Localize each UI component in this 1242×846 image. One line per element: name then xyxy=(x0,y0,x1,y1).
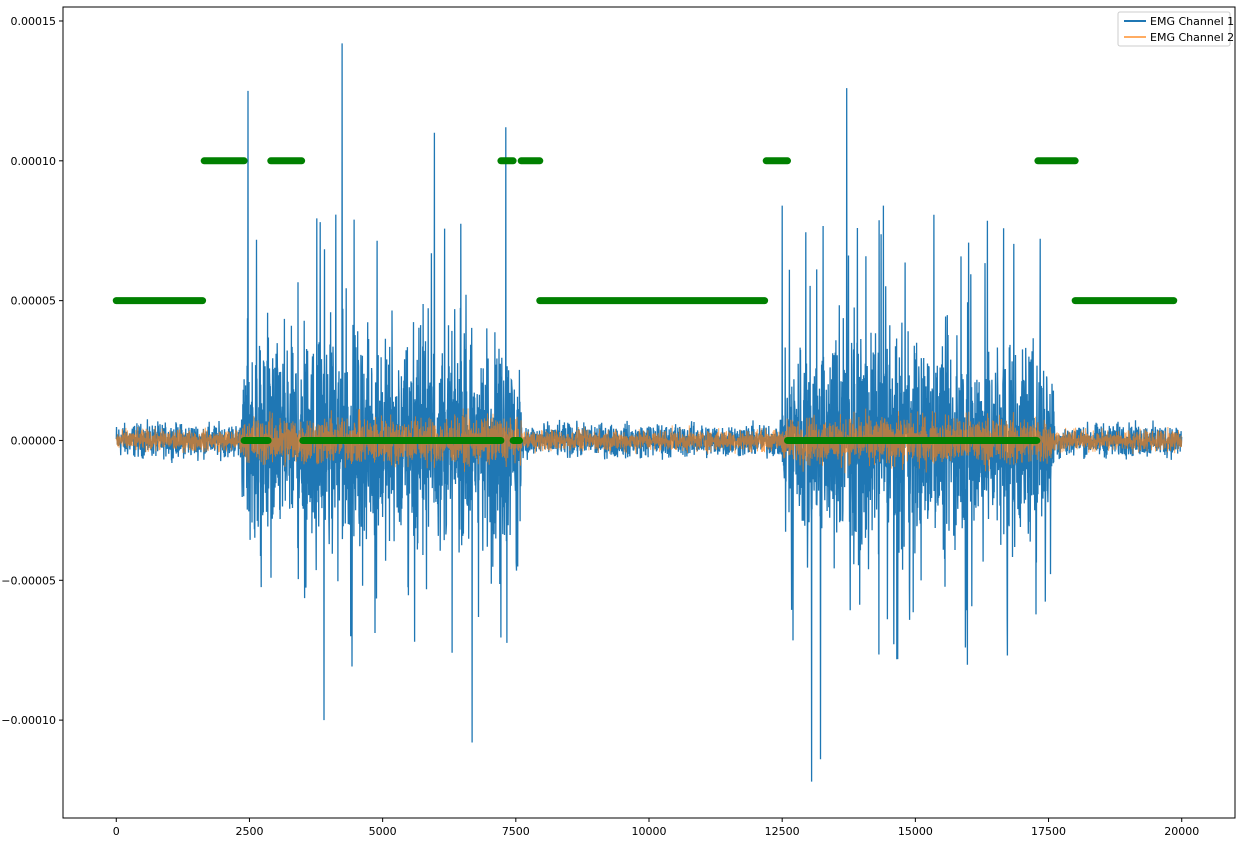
legend-label-channel-2: EMG Channel 2 xyxy=(1150,31,1234,44)
y-tick-label: 0.00010 xyxy=(11,155,57,168)
x-tick-label: 0 xyxy=(113,825,120,838)
axes: 0 2500 5000 7500 10000 12500 15000 17500 20000 −0… xyxy=(1,15,1199,838)
y-tick-label: 0.00000 xyxy=(11,434,57,447)
plot-area xyxy=(112,43,1183,782)
x-tick-label: 2500 xyxy=(235,825,263,838)
x-tick-label: 7500 xyxy=(502,825,530,838)
y-tick-label: 0.00015 xyxy=(11,15,57,28)
x-tick-label: 12500 xyxy=(765,825,800,838)
x-tick-label: 20000 xyxy=(1164,825,1199,838)
x-tick-label: 5000 xyxy=(369,825,397,838)
x-tick-label: 10000 xyxy=(632,825,667,838)
y-tick-label: −0.00005 xyxy=(1,574,56,587)
x-tick-label: 17500 xyxy=(1031,825,1066,838)
axes-frame xyxy=(62,6,1236,819)
series-line-channel-1 xyxy=(115,43,1183,782)
y-tick-label: −0.00010 xyxy=(1,714,56,727)
y-tick-label: 0.00005 xyxy=(11,295,57,308)
x-tick-label: 15000 xyxy=(898,825,933,838)
series-line-channel-2 xyxy=(115,408,1183,474)
legend: EMG Channel 1 EMG Channel 2 xyxy=(1117,11,1234,47)
legend-label-channel-1: EMG Channel 1 xyxy=(1150,15,1234,28)
